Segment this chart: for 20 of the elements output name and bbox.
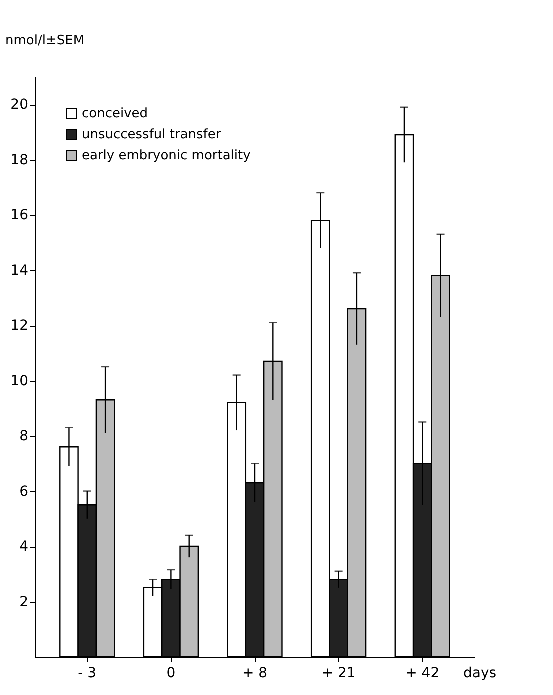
- y-tick-label: 18: [10, 152, 28, 168]
- y-tick-label: 10: [10, 373, 28, 390]
- y-axis-title: nmol/l±SEM: [6, 34, 85, 48]
- legend-label: conceived: [82, 106, 148, 122]
- x-tick-label: + 42: [406, 666, 440, 682]
- y-tick-label: 6: [20, 484, 29, 500]
- y-tick-label: 14: [10, 262, 29, 279]
- y-tick-label: 4: [20, 539, 29, 556]
- legend-label: early embryonic mortality: [82, 148, 252, 164]
- x-tick-label: + 8: [242, 666, 268, 682]
- y-tick-label: 2: [20, 594, 28, 610]
- x-tick-label: - 3: [78, 666, 97, 682]
- x-tick-label: 0: [166, 666, 176, 682]
- legend-label: unsuccessful transfer: [82, 128, 222, 142]
- x-axis-title: days: [464, 666, 497, 682]
- y-tick-label: 12: [10, 318, 28, 334]
- y-tick-label: 16: [10, 208, 29, 224]
- x-tick-label: + 21: [322, 666, 356, 682]
- y-tick-label: 20: [10, 97, 28, 114]
- y-tick-label: 8: [20, 428, 28, 445]
